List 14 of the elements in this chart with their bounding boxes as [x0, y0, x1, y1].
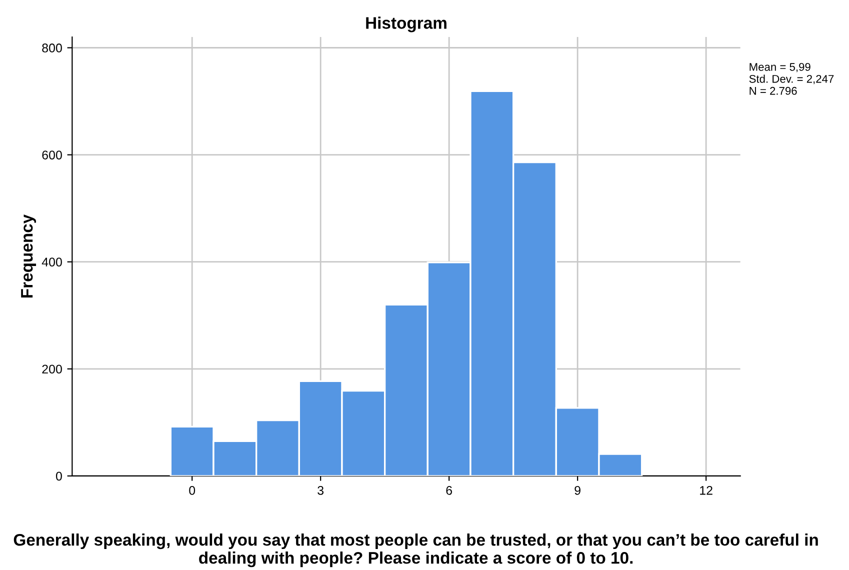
- x-tick-label: 0: [189, 486, 196, 495]
- y-tick-label: 400: [42, 258, 62, 267]
- x-tick-label: 3: [318, 486, 324, 495]
- y-tick-label: 0: [56, 472, 62, 481]
- y-tick-label: 600: [42, 150, 62, 160]
- chart-title: Histogram: [366, 16, 446, 32]
- x-axis-title: Generally speaking, would you say that most people can be trusted, or that you can’t be too careful in dealing with people? Please indicate a score of 0 to 10.: [14, 534, 818, 568]
- x-tick-label: 6: [446, 486, 452, 495]
- y-tick-label: 200: [42, 364, 62, 374]
- x-tick-label: 9: [574, 486, 580, 495]
- y-axis-title: Frequency: [21, 214, 36, 298]
- text: Mean = 5,99 Std. Dev. = 2,247 N = 2.796: [749, 62, 834, 95]
- y-tick-label: 800: [42, 44, 62, 52]
- x-tick-label: 12: [700, 486, 712, 495]
